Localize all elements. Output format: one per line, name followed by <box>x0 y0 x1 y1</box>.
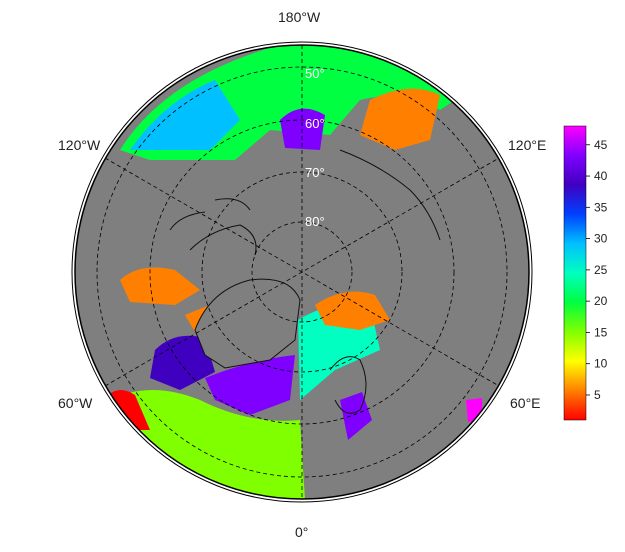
data-layer <box>108 45 482 499</box>
region-okhotsk-kamchatka <box>360 88 440 150</box>
land-siberia-coast <box>339 149 441 241</box>
lon-label-0: 0° <box>295 524 308 540</box>
colorbar-ticks: 5 10 15 20 25 30 35 40 45 <box>586 138 608 402</box>
region-pacific-cold-spot <box>280 108 325 150</box>
lat-label-70: 70° <box>305 165 325 180</box>
region-baffin-labrador <box>150 335 215 390</box>
region-hudson-bay <box>120 267 200 305</box>
region-gulf-of-alaska <box>130 80 240 150</box>
colorbar-tick-label: 25 <box>594 263 608 277</box>
colorbar-tick-label: 20 <box>594 294 608 308</box>
region-kara-sea <box>315 291 390 330</box>
meridian-120 <box>104 157 500 387</box>
colorbar-tick-label: 30 <box>594 232 608 246</box>
map-border <box>74 44 530 500</box>
map-border-outer <box>71 41 533 503</box>
lat-circle-50 <box>96 66 508 478</box>
lon-label-60e: 60°E <box>510 395 541 411</box>
lat-label-60: 60° <box>305 116 325 131</box>
land-scandinavia <box>329 356 367 414</box>
colorbar-tick-label: 5 <box>594 388 601 402</box>
colorbar-tick-label: 15 <box>594 325 608 339</box>
colorbar-tick-label: 10 <box>594 357 608 371</box>
lon-label-120e: 120°E <box>508 137 546 153</box>
meridians <box>104 45 500 499</box>
colorbar-tick-label: 45 <box>594 138 608 152</box>
lat-label-50: 50° <box>305 66 325 81</box>
lat-label-80: 80° <box>305 214 325 229</box>
lon-label-180w: 180°W <box>278 9 321 25</box>
colorbar-tick-label: 40 <box>594 169 608 183</box>
colorbar: 5 10 15 20 25 30 35 40 45 <box>563 125 608 421</box>
lon-label-120w: 120°W <box>58 137 101 153</box>
region-irminger-sea <box>205 355 295 415</box>
lat-circle-80 <box>251 221 353 323</box>
colorbar-gradient <box>563 125 587 421</box>
region-baltic <box>340 392 372 440</box>
lon-label-60w: 60°W <box>58 395 93 411</box>
land-greenland <box>194 278 301 369</box>
land-canada-archipelago <box>169 198 257 256</box>
colorbar-tick-label: 35 <box>594 200 608 214</box>
